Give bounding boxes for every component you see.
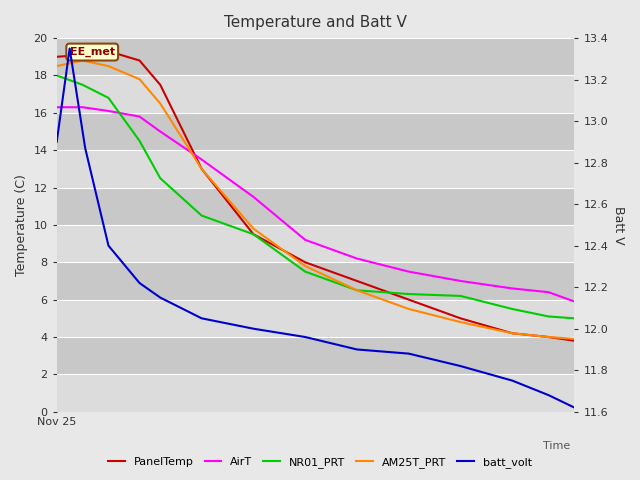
Bar — [57, 374, 575, 412]
Bar — [57, 262, 575, 300]
Bar — [57, 300, 575, 337]
Text: EE_met: EE_met — [70, 47, 115, 57]
Bar — [57, 75, 575, 113]
Y-axis label: Batt V: Batt V — [612, 205, 625, 244]
Bar — [57, 113, 575, 150]
Y-axis label: Temperature (C): Temperature (C) — [15, 174, 28, 276]
Bar — [57, 225, 575, 262]
Bar — [57, 150, 575, 188]
Title: Temperature and Batt V: Temperature and Batt V — [224, 15, 407, 30]
Bar — [57, 38, 575, 75]
Bar — [57, 188, 575, 225]
Bar — [57, 337, 575, 374]
Text: Time: Time — [543, 441, 570, 451]
Legend: PanelTemp, AirT, NR01_PRT, AM25T_PRT, batt_volt: PanelTemp, AirT, NR01_PRT, AM25T_PRT, ba… — [104, 452, 536, 472]
